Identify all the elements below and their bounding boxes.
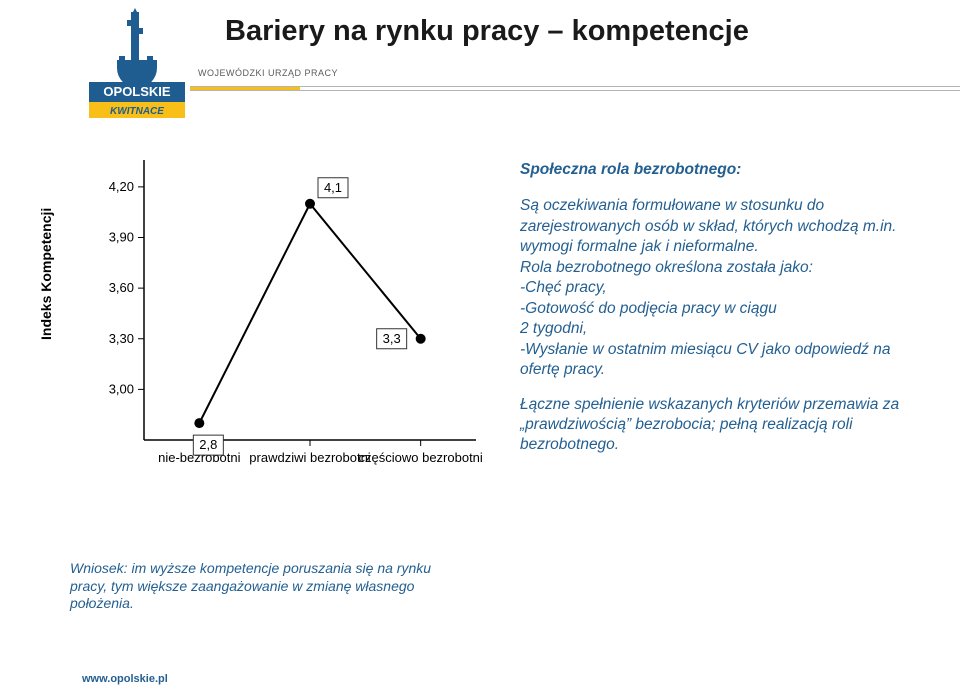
right-title: Społeczna rola bezrobotnego: bbox=[520, 160, 920, 180]
svg-text:3,00: 3,00 bbox=[109, 381, 134, 396]
svg-text:3,3: 3,3 bbox=[383, 331, 401, 346]
svg-text:2,8: 2,8 bbox=[199, 437, 217, 452]
title-divider bbox=[190, 86, 960, 91]
department-label: WOJEWÓDZKI URZĄD PRACY bbox=[198, 68, 338, 78]
logo-text-top: OPOLSKIE bbox=[103, 84, 171, 99]
right-bullet-3: -Wysłanie w ostatnim miesiącu CV jako od… bbox=[520, 340, 920, 381]
right-para3: Łączne spełnienie wskazanych kryteriów p… bbox=[520, 395, 920, 456]
svg-text:4,1: 4,1 bbox=[324, 180, 342, 195]
right-para2-intro: Rola bezrobotnego określona została jako… bbox=[520, 258, 920, 278]
logo-text-bottom: KWITNACE bbox=[110, 106, 164, 117]
competency-line-chart: Indeks Kompetencji 3,003,303,603,904,20n… bbox=[68, 160, 488, 540]
svg-text:3,30: 3,30 bbox=[109, 331, 134, 346]
y-axis-label: Indeks Kompetencji bbox=[38, 208, 54, 340]
page-title: Bariery na rynku pracy – kompetencje bbox=[225, 15, 749, 48]
right-para1: Są oczekiwania formułowane w stosunku do… bbox=[520, 196, 920, 257]
logo-icon: OPOLSKIE KWITNACE bbox=[87, 8, 187, 120]
svg-text:częściowo bezrobotni: częściowo bezrobotni bbox=[359, 450, 483, 465]
svg-text:4,20: 4,20 bbox=[109, 179, 134, 194]
right-bullet-2: 2 tygodni, bbox=[520, 319, 920, 339]
footer-url: www.opolskie.pl bbox=[82, 673, 168, 685]
header: OPOLSKIE KWITNACE WOJEWÓDZKI URZĄD PRACY… bbox=[0, 0, 960, 140]
opolskie-logo: OPOLSKIE KWITNACE bbox=[82, 8, 192, 120]
svg-text:3,90: 3,90 bbox=[109, 230, 134, 245]
conclusion-text: Wniosek: im wyższe kompetencje poruszani… bbox=[70, 560, 470, 613]
right-bullet-1: -Gotowość do podjęcia pracy w ciągu bbox=[520, 299, 920, 319]
svg-text:prawdziwi bezrobotni: prawdziwi bezrobotni bbox=[249, 450, 371, 465]
svg-text:3,60: 3,60 bbox=[109, 280, 134, 295]
chart-canvas: 3,003,303,603,904,20nie-bezrobotniprawdz… bbox=[86, 160, 486, 530]
right-bullet-0: -Chęć pracy, bbox=[520, 278, 920, 298]
right-column: Społeczna rola bezrobotnego: Są oczekiwa… bbox=[520, 160, 920, 456]
